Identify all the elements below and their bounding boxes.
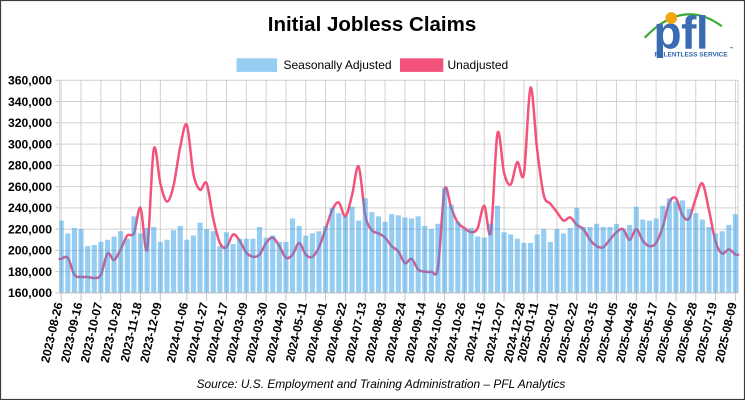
svg-text:Source: U.S. Employment and Tr: Source: U.S. Employment and Training Adm… bbox=[197, 377, 566, 391]
svg-text:pfl: pfl bbox=[654, 7, 709, 59]
svg-text:180,000: 180,000 bbox=[8, 265, 52, 279]
svg-text:220,000: 220,000 bbox=[8, 222, 52, 236]
svg-text:™: ™ bbox=[729, 46, 734, 51]
svg-text:340,000: 340,000 bbox=[8, 95, 52, 109]
svg-text:360,000: 360,000 bbox=[8, 74, 52, 88]
svg-text:300,000: 300,000 bbox=[8, 137, 52, 151]
svg-text:Initial Jobless Claims: Initial Jobless Claims bbox=[268, 13, 477, 36]
svg-text:280,000: 280,000 bbox=[8, 159, 52, 173]
svg-text:240,000: 240,000 bbox=[8, 201, 52, 215]
svg-text:200,000: 200,000 bbox=[8, 244, 52, 258]
svg-text:RELENTLESS SERVICE: RELENTLESS SERVICE bbox=[655, 51, 729, 58]
svg-text:320,000: 320,000 bbox=[8, 116, 52, 130]
svg-text:160,000: 160,000 bbox=[8, 286, 52, 300]
svg-text:260,000: 260,000 bbox=[8, 180, 52, 194]
svg-text:Unadjusted: Unadjusted bbox=[448, 58, 509, 72]
svg-text:Seasonally Adjusted: Seasonally Adjusted bbox=[284, 58, 392, 72]
